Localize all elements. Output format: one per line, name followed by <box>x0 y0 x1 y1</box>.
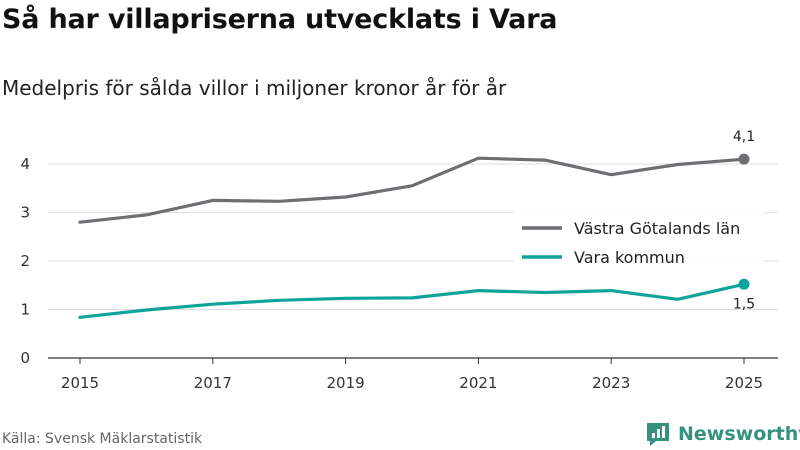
y-tick-label: 4 <box>20 155 30 173</box>
x-tick-label: 2019 <box>327 374 365 392</box>
brand-logo: Newsworthy <box>644 420 800 448</box>
chart-title: Så har villapriserna utvecklats i Vara <box>2 4 558 35</box>
legend-label-1: Vara kommun <box>574 248 685 267</box>
x-tick-label: 2017 <box>194 374 232 392</box>
y-tick-label: 3 <box>20 204 30 222</box>
brand-name: Newsworthy <box>678 423 800 445</box>
series-end-point-1 <box>738 278 750 290</box>
x-tick-label: 2025 <box>725 374 763 392</box>
series-end-point-0 <box>738 153 750 165</box>
series-line-1 <box>78 282 746 319</box>
x-tick-label: 2023 <box>592 374 630 392</box>
series-end-label-0: 4,1 <box>733 129 755 145</box>
y-tick-label: 1 <box>20 301 30 319</box>
y-tick-label: 0 <box>20 349 30 367</box>
series-line-0 <box>78 156 746 224</box>
y-tick-label: 2 <box>20 252 30 270</box>
newsworthy-logo-icon <box>647 423 669 446</box>
x-tick-label: 2015 <box>61 374 99 392</box>
chart-subtitle: Medelpris för sålda villor i miljoner kr… <box>2 76 507 100</box>
x-tick-label: 2021 <box>459 374 497 392</box>
legend-label-0: Västra Götalands län <box>574 219 740 238</box>
source-note: Källa: Svensk Mäklarstatistik <box>2 431 203 447</box>
legend-background <box>514 210 764 270</box>
series-end-label-1: 1,5 <box>733 296 755 312</box>
